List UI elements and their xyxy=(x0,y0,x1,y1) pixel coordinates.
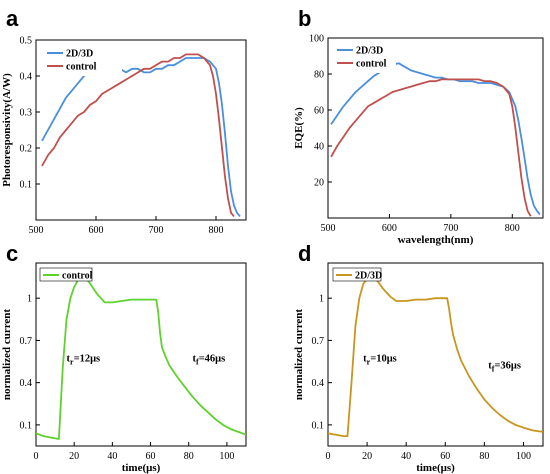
legend-label: control xyxy=(66,62,97,73)
y-tick-label: 40 xyxy=(314,142,324,153)
y-axis-title: Photoresponsivity(A/W) xyxy=(1,73,13,187)
plot-frame xyxy=(327,262,544,447)
y-tick-label: 0.1 xyxy=(20,420,33,431)
x-tick-label: 800 xyxy=(209,225,224,236)
x-tick-label: 20 xyxy=(362,451,372,462)
y-tick-label: 0.7 xyxy=(20,336,33,347)
annotation: tr=12μs xyxy=(67,354,101,367)
x-axis-title: time(μs) xyxy=(416,462,455,474)
x-tick-label: 100 xyxy=(219,451,234,462)
legend-box xyxy=(332,267,382,282)
panel-b: b 500 600 700 800 20 40 60 80 100 wavelength(nm) EQ… xyxy=(293,6,544,246)
x-tick-label: 600 xyxy=(382,223,397,234)
y-tick-label: 0.5 xyxy=(20,36,33,47)
y-tick-label: 0.4 xyxy=(20,378,33,389)
y-axis-title: normalized current xyxy=(1,309,13,400)
panel-letter-b: b xyxy=(298,6,311,31)
x-tick-label: 80 xyxy=(479,451,489,462)
series-line-2d3d xyxy=(41,57,241,217)
series-line-2d3d xyxy=(330,62,541,215)
series-line-control xyxy=(330,78,532,217)
x-tick-label: 0 xyxy=(34,451,39,462)
x-tick-label: 80 xyxy=(184,451,194,462)
plot-frame xyxy=(35,39,247,221)
plot-frame xyxy=(327,37,544,219)
y-tick-label: 1 xyxy=(27,294,32,305)
series-line-control xyxy=(41,53,235,217)
x-tick-label: 500 xyxy=(29,225,44,236)
y-axis-title: normalized current xyxy=(293,309,305,400)
y-tick-label: 0.3 xyxy=(20,108,33,119)
panel-c: c 0 20 40 60 80 100 0.1 0.4 0.7 1 time(μs) normalize… xyxy=(1,241,247,474)
x-axis-title: wavelength(nm) xyxy=(398,234,474,246)
legend-label: control xyxy=(62,271,93,282)
x-tick-label: 40 xyxy=(401,451,411,462)
y-tick-label: 0.4 xyxy=(312,378,325,389)
legend-box xyxy=(39,267,93,282)
y-tick-label: 0.7 xyxy=(312,336,325,347)
panel-letter-c: c xyxy=(6,241,18,266)
y-tick-label: 0.4 xyxy=(20,72,33,83)
legend-label: 2D/3D xyxy=(355,271,382,282)
legend-box xyxy=(44,46,122,76)
series-line-2d3d xyxy=(328,276,543,438)
y-tick-label: 60 xyxy=(314,106,324,117)
legend-box xyxy=(334,43,396,73)
y-tick-label: 20 xyxy=(314,178,324,189)
x-tick-label: 800 xyxy=(505,223,520,234)
x-tick-label: 600 xyxy=(89,225,104,236)
series-line-control xyxy=(36,276,246,440)
y-tick-label: 80 xyxy=(314,70,324,81)
x-tick-label: 60 xyxy=(440,451,450,462)
annotation: tf=36μs xyxy=(488,361,521,374)
x-tick-label: 700 xyxy=(443,223,458,234)
panel-letter-a: a xyxy=(6,6,19,31)
x-tick-label: 60 xyxy=(146,451,156,462)
annotation: tr=10μs xyxy=(363,354,397,367)
x-tick-label: 0 xyxy=(326,451,331,462)
y-tick-label: 0.1 xyxy=(20,180,33,191)
legend-label: 2D/3D xyxy=(66,49,93,60)
annotation: tf=46μs xyxy=(193,354,226,367)
legend-label: 2D/3D xyxy=(356,46,383,57)
x-tick-label: 500 xyxy=(321,223,336,234)
panel-d: d 0 20 40 60 80 100 0.1 0.4 0.7 1 time(μs) normalize… xyxy=(293,241,544,474)
x-tick-label: 700 xyxy=(149,225,164,236)
plot-frame xyxy=(35,262,247,447)
y-axis-title: EQE(%) xyxy=(293,107,305,149)
panel-a: a 500 600 700 800 0.1 0.2 0.3 0.4 0.5 Photorespons… xyxy=(1,6,247,236)
y-tick-label: 100 xyxy=(309,34,324,45)
x-tick-label: 40 xyxy=(107,451,117,462)
legend-label: control xyxy=(356,59,387,70)
y-tick-label: 1 xyxy=(319,294,324,305)
x-tick-label: 20 xyxy=(69,451,79,462)
y-tick-label: 0.2 xyxy=(20,144,33,155)
x-tick-label: 100 xyxy=(516,451,531,462)
y-tick-label: 0.1 xyxy=(312,420,325,431)
x-axis-title: time(μs) xyxy=(122,462,161,474)
panel-letter-d: d xyxy=(298,241,311,266)
